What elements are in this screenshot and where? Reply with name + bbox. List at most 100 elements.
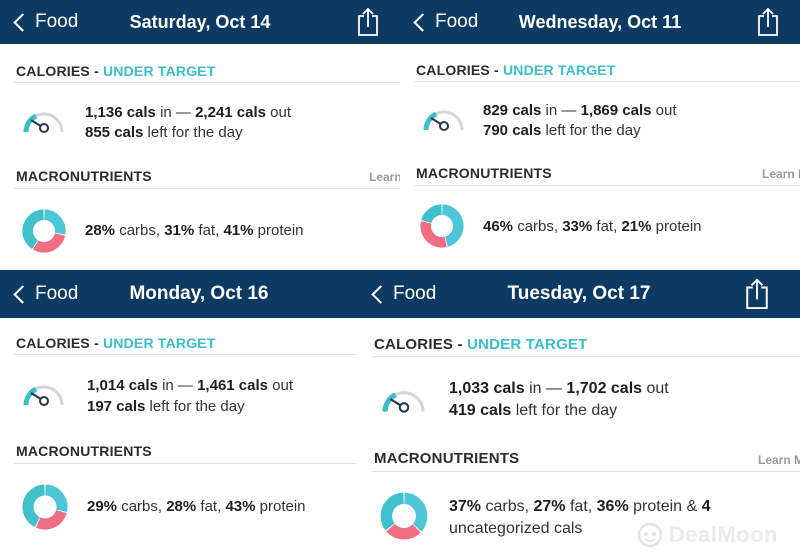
macronutrient-breakdown: 28% carbs, 31% fat, 41% protein <box>85 222 304 239</box>
calories-left-text: left for the day <box>143 124 243 141</box>
learn-more-link[interactable]: Learn <box>369 170 400 184</box>
calories-in-out: 1,136 cals in — 2,241 cals out <box>85 104 291 121</box>
divider <box>414 81 800 82</box>
calorie-status: UNDER TARGET <box>503 62 616 78</box>
macronutrient-breakdown: 29% carbs, 28% fat, 43% protein <box>87 498 306 515</box>
macronutrient-donut-icon <box>380 492 428 540</box>
divider <box>14 82 400 83</box>
macronutrient-breakdown: 46% carbs, 33% fat, 21% protein <box>483 218 702 235</box>
divider <box>14 188 400 189</box>
learn-more-link[interactable]: Learn M <box>758 453 800 467</box>
calories-left-value: 197 cals <box>87 398 146 415</box>
fat-segment <box>32 232 66 253</box>
calories-left: 855 cals left for the day <box>85 124 243 141</box>
separator: - <box>89 63 103 79</box>
share-button[interactable] <box>744 270 770 318</box>
calories-left-value: 790 cals <box>483 122 542 139</box>
fat-value: 27% <box>533 498 566 515</box>
page-title: Monday, Oct 16 <box>129 283 269 304</box>
uncategorized-value: 4 <box>701 498 711 515</box>
in-label: in — <box>155 104 196 121</box>
calories-in-out: 1,033 cals in — 1,702 cals out <box>449 380 669 398</box>
calories-label: CALORIES <box>374 336 454 353</box>
carbs-value: 46% <box>483 218 514 235</box>
fat-label: fat, <box>194 222 224 239</box>
fat-label: fat, <box>592 218 622 235</box>
page-title: Wednesday, Oct 11 <box>518 11 682 32</box>
calories-left-text: left for the day <box>145 398 245 415</box>
fat-value: 28% <box>166 498 197 515</box>
fat-value: 33% <box>562 218 593 235</box>
out-label: out <box>651 102 677 119</box>
in-label: in — <box>524 380 567 397</box>
carbs-segment <box>43 209 66 235</box>
divider <box>414 185 800 186</box>
in-label: in — <box>541 102 581 119</box>
calories-left: 419 cals left for the day <box>449 402 617 420</box>
food-day-panel-tuesday: Food Tuesday, Oct 17 CALORIES - UNDER TA… <box>358 270 800 560</box>
in-label: in — <box>157 377 198 394</box>
page-title: Saturday, Oct 14 <box>129 11 271 32</box>
calories-left-text: left for the day <box>541 122 641 139</box>
calories-section-title: CALORIES - UNDER TARGET <box>16 63 216 79</box>
calories-left-text: left for the day <box>511 402 618 419</box>
back-button[interactable]: Food <box>12 270 78 318</box>
uncategorized-label: uncategorized cals <box>449 520 583 537</box>
out-label: out <box>266 104 292 121</box>
divider <box>14 354 356 355</box>
protein-segment <box>380 492 405 531</box>
divider <box>372 356 800 357</box>
calorie-status: UNDER TARGET <box>103 63 216 79</box>
protein-label: protein & <box>628 498 702 515</box>
chevron-left-icon <box>13 284 32 304</box>
out-label: out <box>642 380 669 397</box>
carbs-label: carbs, <box>115 222 165 239</box>
fat-label: fat, <box>196 498 226 515</box>
protein-segment <box>421 204 443 224</box>
protein-value: 43% <box>225 498 256 515</box>
nav-header: Food Saturday, Oct 14 <box>0 0 400 44</box>
food-day-panel-saturday: Food Saturday, Oct 14 CALORIES - UNDER T… <box>0 0 400 270</box>
protein-segment <box>22 484 46 528</box>
calories-out-value: 1,869 cals <box>580 102 652 119</box>
share-icon <box>358 7 378 36</box>
calories-in-value: 1,014 cals <box>87 377 158 394</box>
macronutrients-title: MACRONUTRIENTS <box>416 165 552 181</box>
macronutrient-donut-icon <box>22 209 66 253</box>
calories-section-title: CALORIES - UNDER TARGET <box>416 62 616 78</box>
fat-segment <box>386 523 421 540</box>
learn-more-link[interactable]: Learn M <box>762 167 800 181</box>
calories-in-value: 829 cals <box>483 102 542 119</box>
back-button[interactable]: Food <box>412 0 478 44</box>
protein-label: protein <box>253 222 304 239</box>
fat-segment <box>420 221 447 248</box>
divider <box>372 471 800 472</box>
fat-segment <box>35 509 67 530</box>
separator: - <box>89 335 103 351</box>
carbs-label: carbs, <box>513 218 563 235</box>
share-button[interactable] <box>356 0 380 44</box>
protein-value: 41% <box>223 222 254 239</box>
carbs-label: carbs, <box>117 498 167 515</box>
fat-value: 31% <box>164 222 195 239</box>
calorie-gauge-icon <box>423 110 464 131</box>
protein-value: 36% <box>596 498 629 515</box>
watermark-text: DealMoon <box>668 522 778 547</box>
calories-in-value: 1,033 cals <box>449 380 525 397</box>
carbs-segment <box>403 492 428 532</box>
macronutrients-title: MACRONUTRIENTS <box>374 450 520 467</box>
share-button[interactable] <box>756 0 780 44</box>
macronutrients-title: MACRONUTRIENTS <box>16 443 152 459</box>
dealmoon-logo-icon <box>637 522 663 548</box>
macronutrients-title: MACRONUTRIENTS <box>16 168 152 184</box>
calorie-gauge-icon <box>23 112 64 133</box>
carbs-label: carbs, <box>481 498 534 515</box>
back-button[interactable]: Food <box>370 270 436 318</box>
calories-section-title: CALORIES - UNDER TARGET <box>374 336 588 353</box>
back-button[interactable]: Food <box>12 0 78 44</box>
protein-label: protein <box>255 498 306 515</box>
calories-section-title: CALORIES - UNDER TARGET <box>16 335 216 351</box>
macronutrient-breakdown: 37% carbs, 27% fat, 36% protein & 4 <box>449 498 711 516</box>
calories-label: CALORIES <box>16 335 90 351</box>
macronutrient-donut-icon <box>420 204 464 248</box>
